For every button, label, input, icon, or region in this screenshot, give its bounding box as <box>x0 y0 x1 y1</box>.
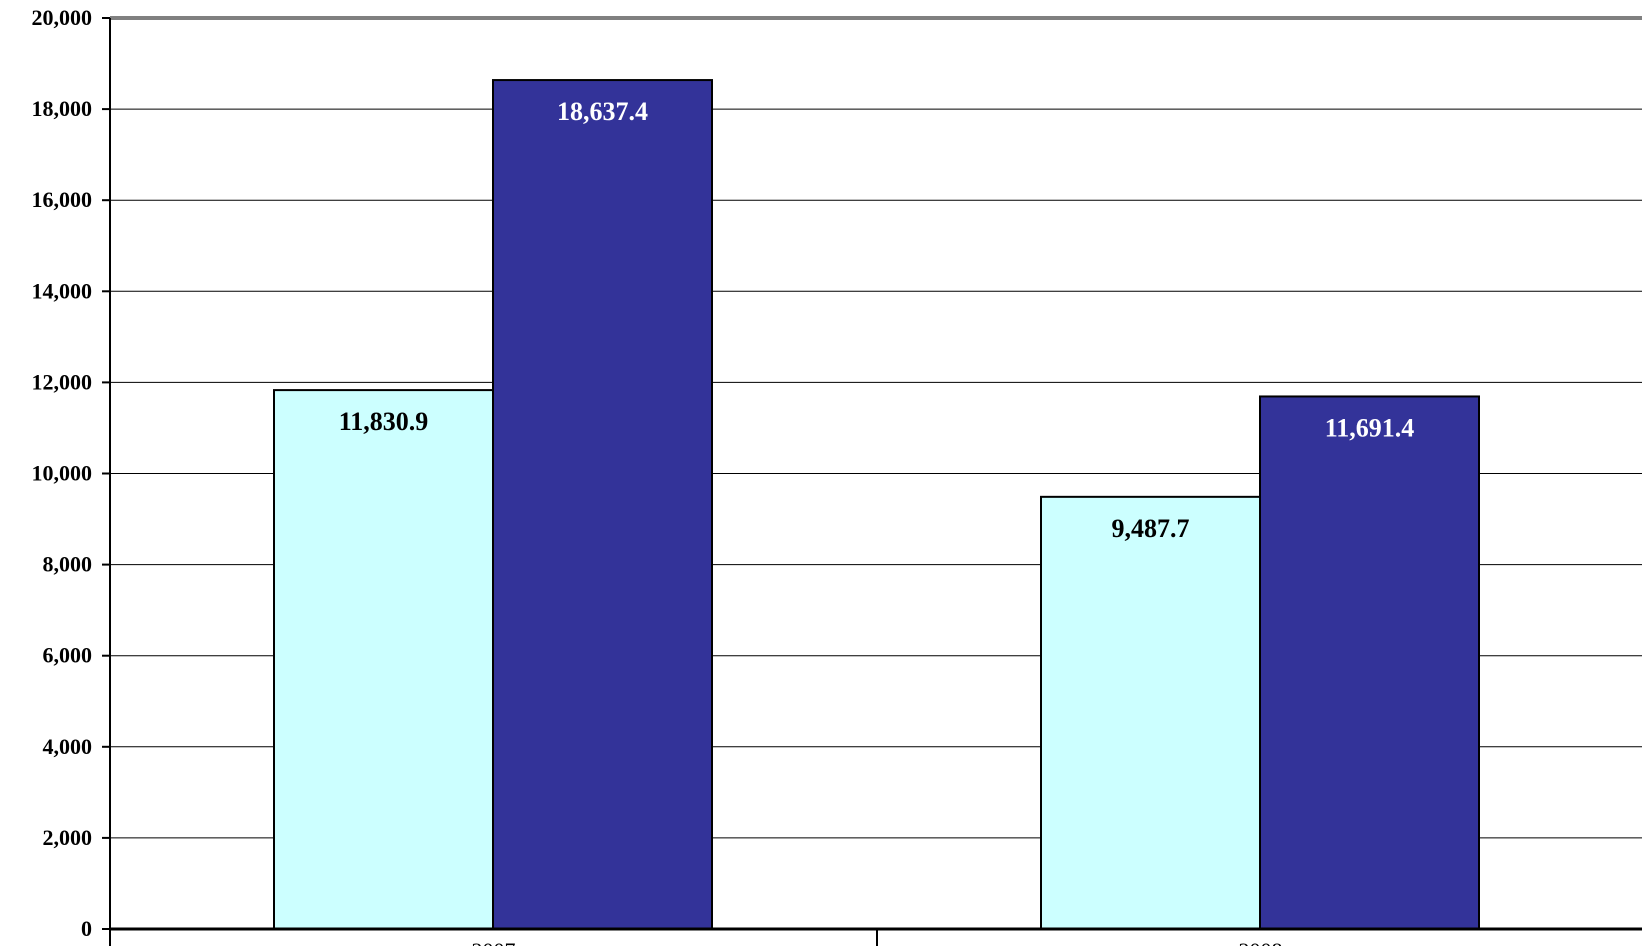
data-label-series2-2008: 11,691.4 <box>1325 413 1415 442</box>
y-tick-label-4: 8,000 <box>43 552 93 577</box>
y-tick-label-7: 14,000 <box>32 278 93 303</box>
y-tick-label-9: 18,000 <box>32 96 93 121</box>
bar-labels: 11,830.9 18,637.4 9,487.7 11,691.4 <box>339 97 1415 543</box>
y-tick-label-8: 16,000 <box>32 187 93 212</box>
bar-series2-2008 <box>1259 395 1480 930</box>
data-label-series1-2008: 9,487.7 <box>1112 514 1190 543</box>
y-tick-label-2: 4,000 <box>43 734 93 759</box>
y-tick-label-5: 10,000 <box>32 461 93 486</box>
y-tick-label-3: 6,000 <box>43 643 93 668</box>
x-category-label-2008: 2008 <box>1239 938 1283 946</box>
y-tick-label-10: 20,000 <box>32 5 93 30</box>
bar-series1-2007 <box>273 389 494 931</box>
x-category-label-2007: 2007 <box>472 938 516 946</box>
bar-series1-2008 <box>1040 495 1261 930</box>
y-axis-ticks: 0 2,000 4,000 6,000 8,000 10,000 12,000 14,000 1… <box>32 5 110 941</box>
axes <box>109 16 1642 946</box>
bar-series2-2007 <box>492 79 713 931</box>
x-axis-labels: 2007 2008 <box>472 938 1283 946</box>
y-tick-label-1: 2,000 <box>43 825 93 850</box>
data-label-series1-2007: 11,830.9 <box>339 407 429 436</box>
data-label-series2-2007: 18,637.4 <box>557 97 648 126</box>
y-tick-label-6: 12,000 <box>32 369 93 394</box>
y-tick-label-0: 0 <box>81 916 92 941</box>
bars <box>273 79 1480 931</box>
